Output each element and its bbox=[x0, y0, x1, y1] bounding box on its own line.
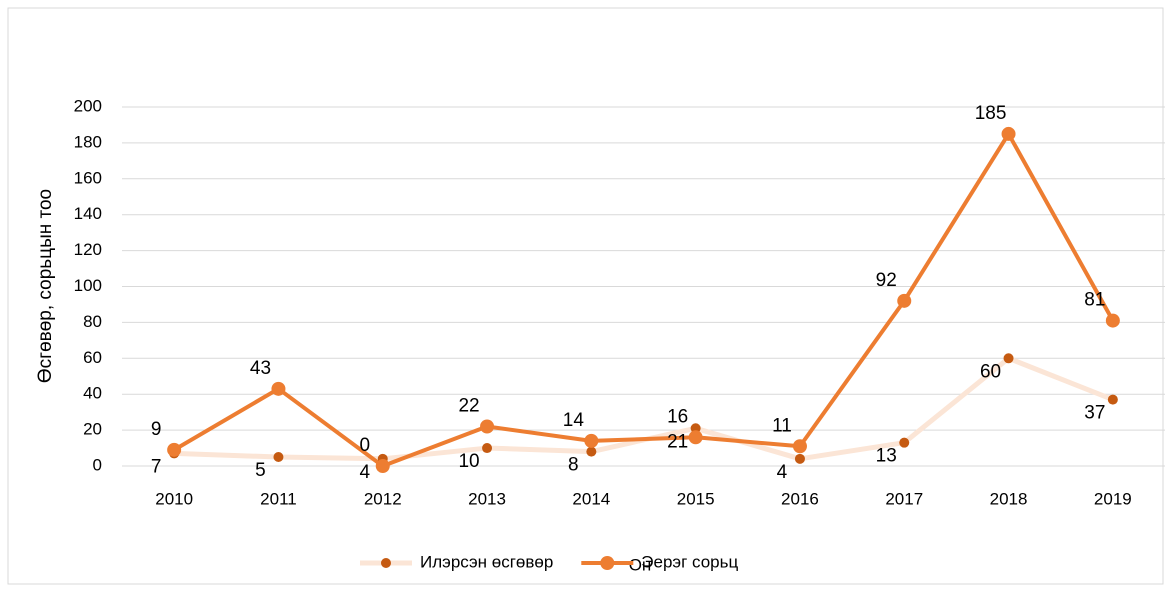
data-label: 22 bbox=[458, 396, 479, 417]
legend-label: Илэрсэн өсгөвөр bbox=[420, 552, 553, 571]
data-label: 4 bbox=[359, 462, 370, 483]
data-point bbox=[167, 442, 182, 457]
x-tick-label: 2016 bbox=[781, 489, 819, 508]
y-tick-label: 160 bbox=[74, 168, 102, 187]
data-point bbox=[375, 459, 390, 473]
data-point bbox=[899, 437, 910, 448]
legend-label: Эерэг сорьц bbox=[641, 552, 738, 571]
data-label: 0 bbox=[359, 435, 370, 456]
data-point bbox=[794, 453, 805, 464]
data-label: 21 bbox=[667, 431, 688, 452]
data-label: 11 bbox=[772, 415, 792, 436]
x-tick-label: 2014 bbox=[572, 489, 610, 508]
y-tick-label: 100 bbox=[74, 276, 102, 295]
data-label: 13 bbox=[876, 446, 897, 467]
x-tick-label: 2013 bbox=[468, 489, 506, 508]
data-point bbox=[480, 419, 495, 434]
x-tick-label: 2019 bbox=[1094, 489, 1132, 508]
y-tick-label: 120 bbox=[74, 240, 102, 259]
x-tick-label: 2010 bbox=[155, 489, 193, 508]
data-label: 185 bbox=[975, 103, 1007, 124]
data-point bbox=[586, 446, 597, 457]
x-tick-label: 2011 bbox=[260, 489, 297, 508]
data-label: 60 bbox=[980, 361, 1001, 382]
y-tick-label: 0 bbox=[93, 455, 102, 474]
data-point bbox=[897, 293, 912, 308]
data-label: 16 bbox=[667, 406, 688, 427]
y-tick-label: 20 bbox=[83, 420, 102, 439]
x-tick-label: 2012 bbox=[364, 489, 402, 508]
x-tick-label: 2018 bbox=[990, 489, 1028, 508]
data-label: 5 bbox=[255, 460, 266, 481]
data-point bbox=[273, 452, 284, 463]
y-tick-label: 60 bbox=[83, 348, 102, 367]
data-point bbox=[688, 430, 703, 445]
data-label: 4 bbox=[777, 462, 788, 483]
data-label: 10 bbox=[458, 451, 479, 472]
data-label: 43 bbox=[250, 358, 271, 379]
x-axis-label: Он bbox=[629, 555, 652, 574]
series-line bbox=[173, 131, 1115, 468]
data-point bbox=[271, 381, 286, 396]
data-label: 81 bbox=[1084, 290, 1105, 311]
y-tick-label: 200 bbox=[74, 96, 102, 115]
data-point bbox=[1001, 126, 1016, 141]
data-point bbox=[1003, 353, 1014, 364]
data-label: 7 bbox=[151, 456, 162, 477]
data-point bbox=[1105, 313, 1120, 328]
y-axis-label: Өсгөвөр, сорьцын тоо bbox=[35, 189, 56, 383]
data-point bbox=[792, 439, 807, 454]
y-tick-label: 40 bbox=[83, 384, 102, 403]
data-label: 37 bbox=[1084, 403, 1105, 424]
data-label: 92 bbox=[876, 270, 897, 291]
y-tick-label: 180 bbox=[74, 132, 102, 151]
x-tick-label: 2017 bbox=[885, 489, 923, 508]
data-label: 9 bbox=[151, 419, 162, 440]
y-tick-label: 140 bbox=[74, 204, 102, 223]
data-label: 14 bbox=[563, 410, 585, 431]
x-tick-label: 2015 bbox=[677, 489, 715, 508]
data-point bbox=[1107, 394, 1118, 405]
legend-marker bbox=[381, 558, 391, 568]
legend-marker bbox=[600, 556, 615, 570]
data-point bbox=[482, 443, 493, 454]
data-label: 8 bbox=[568, 455, 579, 476]
chart-frame bbox=[7, 7, 1164, 585]
y-tick-label: 80 bbox=[83, 312, 102, 331]
data-point bbox=[584, 433, 599, 448]
